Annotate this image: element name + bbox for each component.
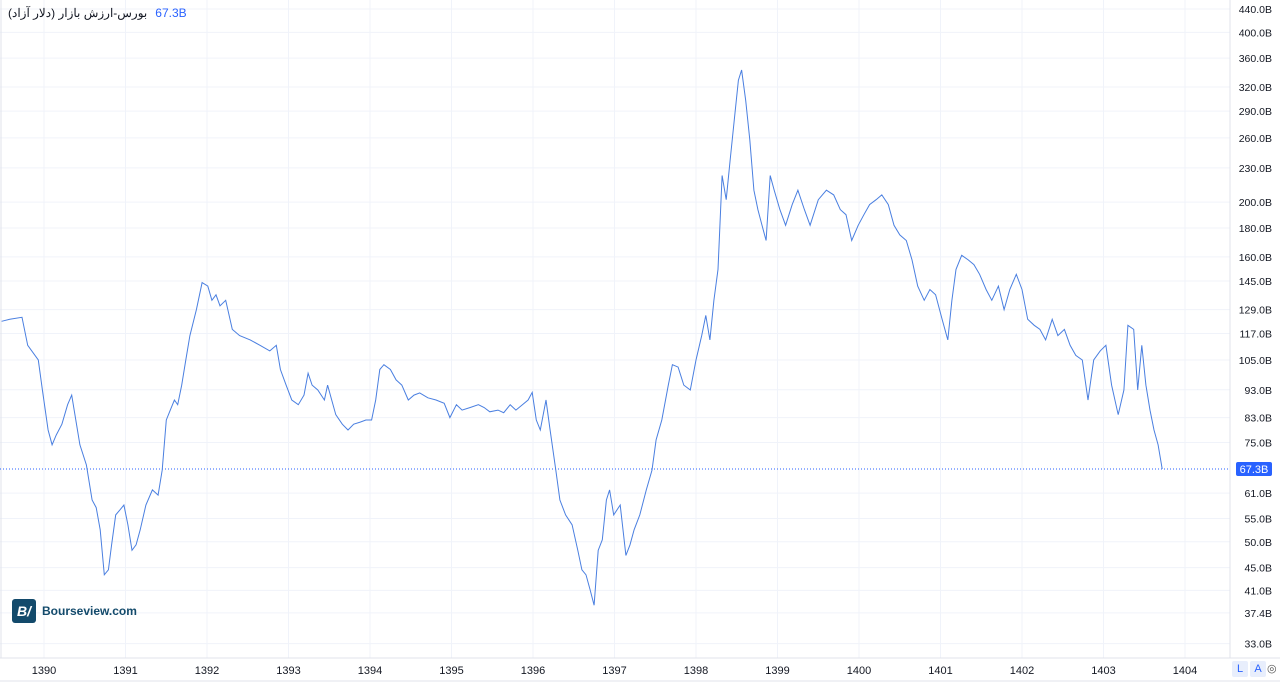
logo-text: Bourseview.com — [42, 604, 137, 618]
y-tick-label: 440.0B — [1239, 4, 1272, 16]
x-tick-label: 1393 — [276, 665, 300, 677]
settings-icon[interactable]: ◎ — [1267, 663, 1277, 675]
y-tick-label: 180.0B — [1239, 223, 1272, 235]
y-tick-label: 37.4B — [1245, 608, 1272, 620]
log-scale-button[interactable]: L — [1232, 661, 1248, 677]
series-last-value: 67.3B — [155, 6, 187, 20]
x-tick-label: 1403 — [1091, 665, 1115, 677]
logo: B/ Bourseview.com — [12, 599, 137, 623]
y-tick-label: 45.0B — [1245, 563, 1272, 575]
y-tick-label: 230.0B — [1239, 163, 1272, 175]
y-tick-label: 145.0B — [1239, 276, 1272, 288]
grid — [0, 0, 1230, 658]
logo-mark: B/ — [12, 599, 36, 623]
x-tick-label: 1399 — [765, 665, 789, 677]
last-value-label: 67.3B — [1240, 464, 1269, 476]
y-tick-label: 55.0B — [1245, 513, 1272, 525]
y-tick-label: 41.0B — [1245, 585, 1272, 597]
series-line — [1, 69, 1163, 606]
x-tick-label: 1401 — [928, 665, 952, 677]
series-name: بورس-ارزش بازار (دلار آزاد) — [8, 6, 148, 20]
y-tick-label: 117.0B — [1240, 329, 1273, 341]
y-tick-label: 260.0B — [1239, 133, 1272, 145]
x-tick-label: 1391 — [113, 665, 137, 677]
x-axis: 1390 1391 1392 1393 1394 1395 1396 1397 1398 1399… — [32, 665, 1197, 677]
x-tick-label: 1396 — [521, 665, 545, 677]
y-tick-label: 200.0B — [1239, 197, 1272, 209]
y-tick-label: 83.0B — [1245, 413, 1272, 425]
last-value-badge: 67.3B — [1236, 462, 1272, 476]
x-tick-label: 1390 — [32, 665, 56, 677]
y-tick-label: 129.0B — [1239, 305, 1272, 317]
y-tick-label: 105.0B — [1239, 355, 1272, 367]
y-tick-label: 320.0B — [1239, 82, 1272, 94]
y-tick-label: 360.0B — [1239, 53, 1272, 65]
x-tick-label: 1398 — [684, 665, 708, 677]
x-tick-label: 1395 — [439, 665, 463, 677]
x-tick-label: 1397 — [602, 665, 626, 677]
x-tick-label: 1400 — [847, 665, 871, 677]
x-tick-label: 1402 — [1010, 665, 1034, 677]
y-tick-label: 75.0B — [1245, 437, 1272, 449]
x-tick-label: 1392 — [195, 665, 219, 677]
y-tick-label: 50.0B — [1245, 537, 1272, 549]
y-tick-label: 61.0B — [1245, 488, 1272, 500]
x-tick-label: 1404 — [1173, 665, 1197, 677]
y-tick-label: 290.0B — [1239, 106, 1272, 118]
y-tick-label: 160.0B — [1239, 252, 1272, 264]
y-axis[interactable]: 440.0B 400.0B 360.0B 320.0B 290.0B 260.0B 230.… — [1239, 4, 1272, 651]
auto-scale-button[interactable]: A — [1250, 661, 1266, 677]
legend: بورس-ارزش بازار (دلار آزاد) 67.3B — [8, 6, 187, 20]
y-tick-label: 400.0B — [1239, 27, 1272, 39]
y-tick-label: 33.0B — [1245, 639, 1272, 651]
y-tick-label: 93.0B — [1245, 385, 1272, 397]
x-tick-label: 1394 — [358, 665, 382, 677]
